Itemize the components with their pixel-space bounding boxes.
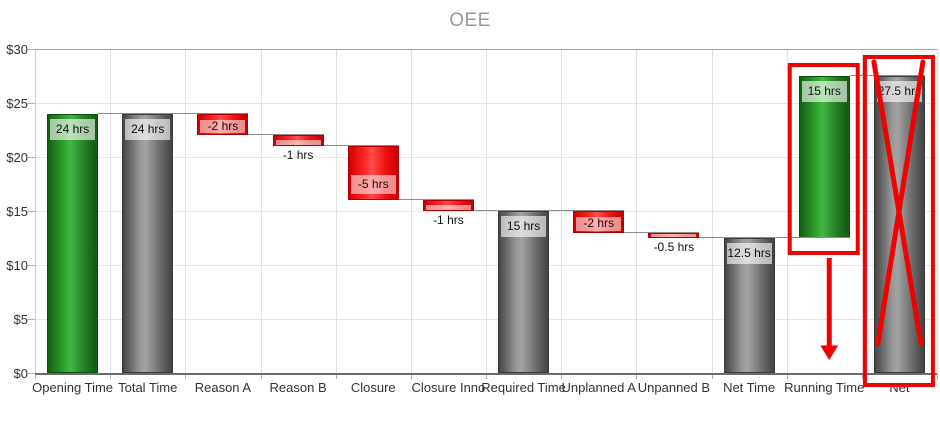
chart-title: OEE (449, 10, 491, 31)
waterfall-connector (549, 210, 625, 211)
x-axis-tick (861, 374, 863, 379)
bar-net[interactable]: 27.5 hrs (873, 76, 925, 373)
y-axis-tick (28, 373, 35, 374)
y-axis-label: $25 (6, 96, 28, 111)
bar-closure-inno[interactable] (422, 200, 474, 211)
waterfall-connector (398, 199, 474, 200)
category-label-closure: Closure (350, 380, 396, 395)
waterfall-connector (624, 232, 700, 233)
waterfall-connector (98, 113, 174, 114)
bar-value-label: 24 hrs (131, 121, 165, 136)
bar-label-band (651, 234, 697, 237)
category-label-required-time: Required Time (481, 380, 566, 395)
x-axis-tick (937, 374, 938, 379)
bar-value-label: 12.5 hrs (727, 246, 771, 260)
bar-label-band (576, 217, 622, 231)
waterfall-connector (473, 210, 550, 211)
bar-value-label: 15 hrs (807, 84, 841, 98)
y-axis-tick (28, 49, 35, 50)
category-label-unpanned-b: Unpanned B (637, 380, 711, 395)
y-axis-line (35, 49, 36, 373)
bar-value-label: -5 hrs (357, 177, 389, 192)
horizontal-gridline (35, 157, 937, 158)
x-axis-tick (486, 374, 487, 379)
bar-label-band (125, 118, 171, 140)
y-axis-tick (28, 319, 35, 320)
category-label-net: Net (889, 380, 910, 395)
x-axis-tick (35, 374, 36, 379)
bar-label-band (501, 216, 547, 237)
y-axis-label: $15 (6, 204, 28, 219)
category-label-reason-b: Reason B (269, 380, 327, 395)
y-axis-label: $20 (6, 150, 28, 165)
bar-reason-a[interactable]: -2 hrs (197, 113, 249, 136)
bar-value-label: -2 hrs (207, 119, 239, 133)
bar-label-band (350, 175, 396, 195)
y-axis-label: $30 (6, 42, 28, 57)
bar-closure[interactable]: -5 hrs (347, 146, 399, 201)
waterfall-connector (849, 75, 925, 76)
x-axis-tick (185, 374, 187, 379)
bar-value-label: 24 hrs (55, 121, 90, 136)
horizontal-gridline (35, 265, 937, 266)
y-axis-top-line (35, 49, 937, 50)
waterfall-connector (173, 113, 249, 114)
bar-required-time[interactable]: 15 hrs (498, 211, 550, 373)
x-axis-line (35, 373, 937, 375)
bar-value-label: 27.5 hrs (877, 84, 922, 98)
y-axis-label: $0 (13, 366, 28, 381)
x-axis-tick (786, 374, 788, 379)
bar-reason-b[interactable] (272, 135, 324, 147)
bar-label-band (200, 120, 246, 134)
y-axis-tick (28, 157, 35, 158)
bar-value-label: 15 hrs (506, 219, 541, 233)
bar-net-time[interactable]: 12.5 hrs (723, 238, 775, 373)
x-axis-tick (711, 374, 713, 379)
y-axis-tick (28, 103, 35, 104)
bar-opening-time[interactable]: 24 hrs (47, 113, 99, 373)
bar-label-band (425, 204, 471, 210)
y-axis-tick (28, 211, 35, 212)
category-label-running-time: Running Time (784, 380, 865, 395)
category-label-net-time: Net Time (723, 380, 776, 395)
waterfall-connector (323, 145, 399, 146)
bar-label-band (275, 139, 321, 146)
x-axis-tick (561, 374, 563, 379)
bar-value-label: -1 hrs (282, 148, 314, 163)
x-axis-tick (410, 374, 412, 379)
bar-unpanned-b[interactable] (648, 232, 700, 238)
y-axis-tick (28, 265, 35, 266)
y-axis-label: $10 (6, 258, 28, 273)
bar-label-band (726, 243, 772, 264)
horizontal-gridline (35, 319, 937, 320)
bar-running-time[interactable]: 15 hrs (798, 76, 850, 238)
waterfall-connector (248, 134, 324, 135)
category-label-reason-a: Reason A (194, 380, 252, 395)
bar-label-band (50, 118, 96, 140)
waterfall-connector (699, 237, 775, 238)
x-axis-tick (260, 374, 262, 379)
category-label-closure-inno: Closure Inno (411, 380, 486, 395)
category-label-opening-time: Opening Time (32, 380, 114, 395)
x-axis-tick (335, 374, 337, 379)
horizontal-gridline (35, 103, 937, 104)
bar-unplanned-a[interactable]: -2 hrs (573, 211, 625, 233)
bar-total-time[interactable]: 24 hrs (122, 113, 174, 373)
bar-value-label: -0.5 hrs (653, 240, 695, 254)
vertical-gridline (937, 49, 938, 373)
x-axis-tick (636, 374, 638, 379)
bar-value-label: -1 hrs (433, 213, 464, 227)
category-label-total-time: Total Time (118, 380, 178, 395)
waterfall-connector (774, 237, 850, 238)
category-label-unplanned-a: Unplanned A (561, 380, 636, 395)
bar-value-label: -2 hrs (583, 216, 615, 231)
horizontal-gridline (35, 211, 937, 212)
down-arrow-head (820, 345, 839, 360)
x-axis-tick (110, 374, 112, 379)
y-axis-label: $5 (13, 312, 28, 327)
